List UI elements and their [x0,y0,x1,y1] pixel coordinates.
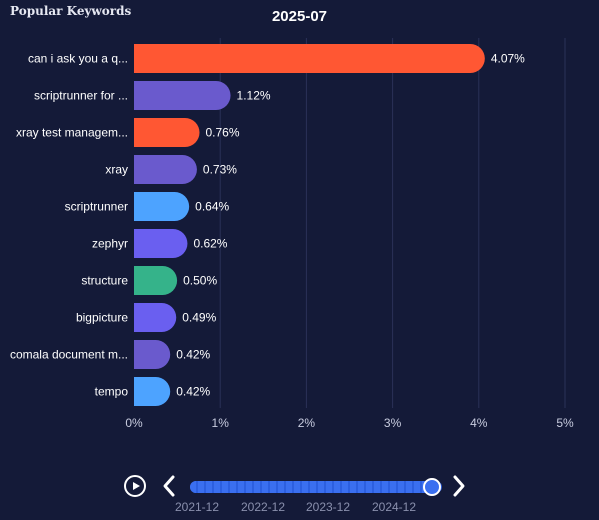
category-label: tempo [95,385,129,399]
x-tick-label: 2% [298,416,316,430]
play-button[interactable] [124,475,146,497]
panel-title: Popular Keywords [10,4,132,18]
category-label: can i ask you a q... [28,52,128,66]
bar-value-label: 0.73% [203,163,237,177]
x-tick-label: 0% [125,416,143,430]
bar [134,118,200,147]
bar-value-label: 1.12% [237,89,271,103]
bar-value-label: 0.42% [176,385,210,399]
bar-value-label: 0.42% [176,348,210,362]
bar [134,155,197,184]
bar-chart: 0% 1% 2% 3% 4% 5% 4.07% can i ask you a q... 1.1… [10,38,574,430]
bar [134,81,231,110]
timeline-year-label: 2023-12 [305,500,351,514]
category-label: structure [81,274,128,288]
bar-value-label: 0.49% [182,311,216,325]
next-icon[interactable] [450,474,468,498]
x-tick-label: 4% [470,416,488,430]
play-icon [133,481,140,490]
timeline-player: 2021-12 2022-12 2023-12 2024-12 [0,470,599,520]
bar [134,340,171,369]
bar [134,44,485,73]
category-label: xray [105,163,128,177]
bar-value-label: 0.50% [183,274,217,288]
bar-value-label: 0.76% [206,126,240,140]
bar-value-label: 0.62% [193,237,227,251]
category-label: scriptrunner for ... [34,89,128,103]
category-label: comala document m... [10,348,128,362]
timeline-progress [190,481,432,493]
timeline-year-label: 2024-12 [371,500,417,514]
bar [134,229,188,258]
timeline-year-label: 2022-12 [240,500,286,514]
bar [134,303,177,332]
x-tick-label: 1% [212,416,230,430]
bar-value-label: 4.07% [491,52,525,66]
category-label: bigpicture [76,311,128,325]
category-label: xray test managem... [16,126,128,140]
prev-icon[interactable] [160,474,178,498]
category-label: zephyr [92,237,128,251]
category-label: scriptrunner [65,200,128,214]
x-tick-label: 5% [556,416,574,430]
bar-value-label: 0.64% [195,200,229,214]
timeline-year-label: 2021-12 [174,500,220,514]
bar [134,192,190,221]
timeline-track[interactable] [190,481,442,493]
timeline-handle[interactable] [422,478,441,496]
chart-title: 2025-07 [271,8,328,25]
bar [134,266,178,295]
x-tick-label: 3% [384,416,402,430]
bar [134,377,171,406]
